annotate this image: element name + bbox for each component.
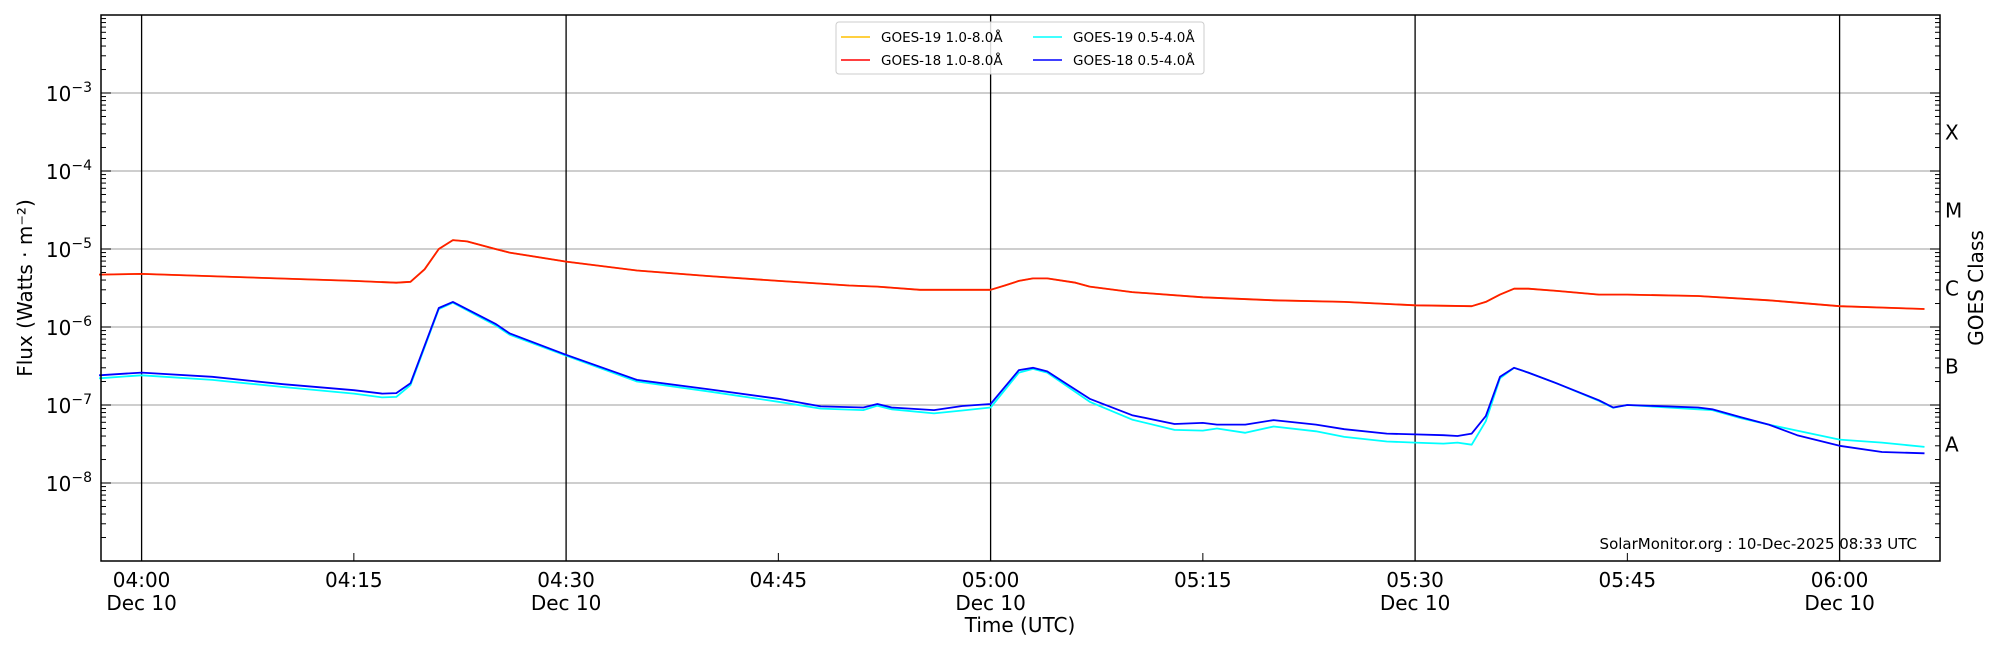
right-axis-label: GOES Class: [1964, 230, 1988, 346]
legend-label: GOES-18 0.5-4.0Å: [1073, 52, 1195, 69]
x-tick-date: Dec 10: [955, 591, 1026, 615]
x-tick-label: 06:00: [1811, 568, 1869, 592]
x-tick-label: 04:30: [537, 568, 595, 592]
minor-ticks: [101, 18, 1940, 562]
x-tick-date: Dec 10: [1380, 591, 1451, 615]
series-line-2: [99, 301, 1925, 448]
x-tick-label: 05:00: [962, 568, 1020, 592]
y-tick-label: 10−7: [46, 392, 92, 418]
y-axis-label: Flux (Watts · m⁻²): [13, 199, 37, 377]
series-line-3: [99, 300, 1925, 455]
series-lines: [99, 239, 1925, 455]
x-tick-date: Dec 10: [531, 591, 602, 615]
plot-frame: [100, 14, 1941, 562]
y-tick-labels: 10−8 10−7 10−6 10−5 10−4 10−3: [46, 80, 92, 496]
x-tick-date: Dec 10: [1804, 591, 1875, 615]
goes-class-X: X: [1945, 121, 1959, 145]
y-tick-label: 10−5: [46, 236, 92, 262]
goes-class-A: A: [1945, 433, 1959, 457]
y-tick-label: 10−4: [46, 158, 92, 184]
series-line-1: [99, 239, 1925, 310]
goes-class-M: M: [1945, 199, 1962, 223]
y-tick-label: 10−8: [46, 470, 92, 496]
y-tick-label: 10−6: [46, 314, 92, 340]
legend-label: GOES-18 1.0-8.0Å: [881, 52, 1003, 69]
legend: GOES-19 1.0-8.0Å GOES-18 1.0-8.0Å GOES-19 …: [835, 21, 1205, 75]
x-tick-label: 05:45: [1599, 568, 1657, 592]
legend-label: GOES-19 1.0-8.0Å: [881, 29, 1003, 46]
x-tick-label: 04:00: [113, 568, 171, 592]
y-tick-label: 10−3: [46, 80, 92, 106]
x-tick-label: 04:45: [750, 568, 808, 592]
x-tick-label: 05:15: [1174, 568, 1232, 592]
x-axis-label: Time (UTC): [964, 613, 1076, 637]
x-tick-label: 04:15: [325, 568, 383, 592]
legend-label: GOES-19 0.5-4.0Å: [1073, 29, 1195, 46]
grid: [101, 15, 1940, 561]
goes-class-C: C: [1945, 277, 1959, 301]
x-tick-date: Dec 10: [106, 591, 177, 615]
goes-class-B: B: [1945, 355, 1959, 379]
credit-text: SolarMonitor.org : 10-Dec-2025 08:33 UTC: [1600, 535, 1917, 553]
series-line-0: [99, 239, 1925, 310]
x-tick-label: 05:30: [1386, 568, 1444, 592]
goes-class-labels: A B C M X: [1945, 121, 1962, 457]
